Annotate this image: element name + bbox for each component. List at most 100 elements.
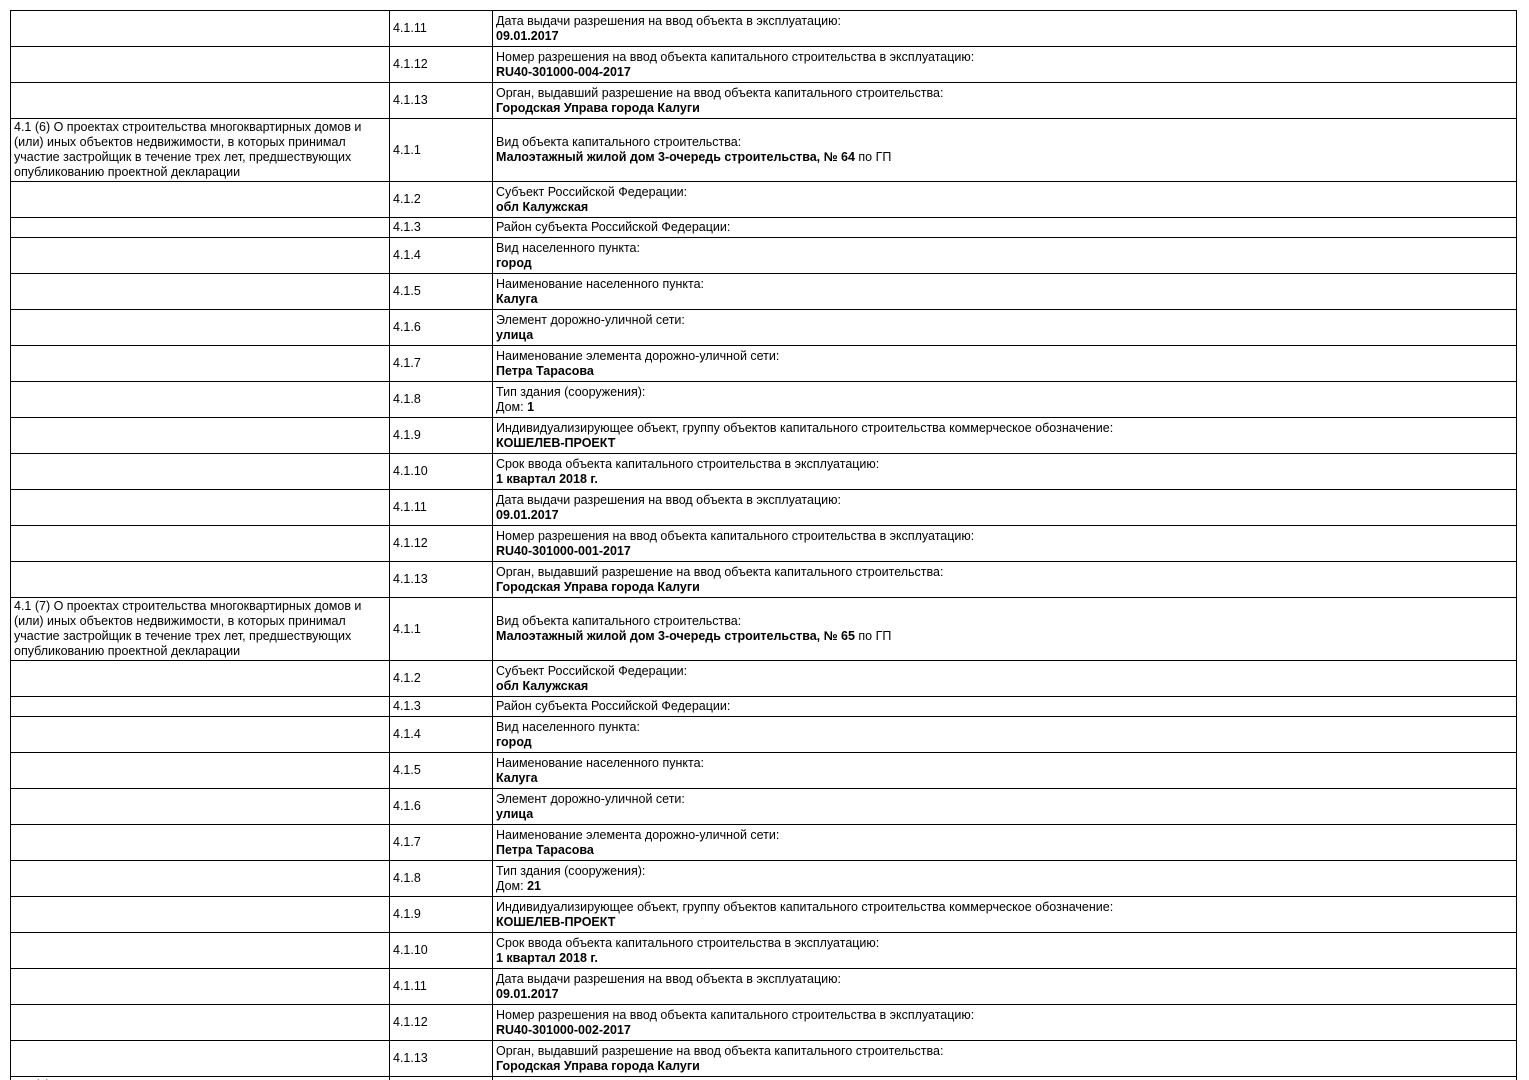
item-content-cell: Орган, выдавший разрешение на ввод объек… [492,1040,1517,1077]
item-label: Номер разрешения на ввод объекта капитал… [496,528,975,543]
item-value-bold: улица [496,327,534,342]
item-value-bold: Малоэтажный жилой дом 3-очередь строител… [496,629,855,643]
item-label: Субъект Российской Федерации: [496,184,688,199]
section-description-cell [10,273,390,310]
item-value: обл Калужская [496,200,1513,215]
item-code-cell: 4.1.7 [389,824,493,861]
item-code: 4.1.9 [393,428,421,442]
item-value-bold: Петра Тарасова [496,363,594,378]
section-description: 4.1 (7) О проектах строительства многокв… [14,599,362,658]
item-value-bold: город [496,734,532,749]
table-row: 4.1 (7) О проектах строительства многокв… [10,597,1517,661]
item-value-bold: КОШЕЛЕВ-ПРОЕКТ [496,914,616,929]
section-description-cell [10,716,390,753]
item-label: Вид населенного пункта: [496,719,640,734]
item-value-bold: RU40-301000-002-2017 [496,1022,631,1037]
item-value-bold: город [496,255,532,270]
item-code: 4.1.13 [393,93,428,107]
item-code: 4.1.3 [393,699,421,713]
item-value: 09.01.2017 [496,29,1513,44]
item-code: 4.1.5 [393,763,421,777]
item-code-cell: 4.1.4 [389,716,493,753]
item-value: КОШЕЛЕВ-ПРОЕКТ [496,436,1513,451]
item-content-cell: Вид объекта капитального строительства: … [492,1076,1517,1080]
item-content-cell: Наименование населенного пункта: Калуга [492,273,1517,310]
item-value-bold: 1 квартал 2018 г. [496,950,598,965]
section-description-cell [10,860,390,897]
section-description-cell [10,82,390,119]
section-description-cell [10,561,390,598]
item-value: 1 квартал 2018 г. [496,951,1513,966]
section-description-cell [10,525,390,562]
item-code-cell: 4.1.12 [389,525,493,562]
item-code-cell: 4.1.2 [389,181,493,218]
item-label: Орган, выдавший разрешение на ввод объек… [496,1043,944,1058]
item-content-cell: Субъект Российской Федерации: обл Калужс… [492,660,1517,697]
table-row: 4.1.5 Наименование населенного пункта: К… [10,752,1517,789]
item-label: Орган, выдавший разрешение на ввод объек… [496,85,944,100]
item-code: 4.1.10 [393,464,428,478]
item-value-bold: Калуга [496,291,538,306]
table-row: 4.1.12 Номер разрешения на ввод объекта … [10,46,1517,83]
item-value: RU40-301000-004-2017 [496,65,1513,80]
item-content-cell: Вид населенного пункта: город [492,237,1517,274]
item-content-cell: Орган, выдавший разрешение на ввод объек… [492,561,1517,598]
table-row: 4.1.6 Элемент дорожно-уличной сети: улиц… [10,309,1517,346]
table-row: 4.1.7 Наименование элемента дорожно-улич… [10,345,1517,382]
item-code: 4.1.3 [393,220,421,234]
item-content-cell: Наименование населенного пункта: Калуга [492,752,1517,789]
item-code-cell: 4.1.8 [389,860,493,897]
item-code-cell: 4.1.10 [389,932,493,969]
item-code-cell: 4.1.3 [389,217,493,238]
section-description-cell [10,381,390,418]
item-label: Наименование населенного пункта: [496,755,705,770]
item-value-bold: Городская Управа города Калуги [496,1058,700,1073]
item-label: Наименование населенного пункта: [496,276,705,291]
item-label: Дата выдачи разрешения на ввод объекта в… [496,971,841,986]
item-code: 4.1.8 [393,392,421,406]
item-content-cell: Субъект Российской Федерации: обл Калужс… [492,181,1517,218]
section-description-cell [10,309,390,346]
item-label: Вид населенного пункта: [496,240,640,255]
item-content-cell: Срок ввода объекта капитального строител… [492,932,1517,969]
item-code-cell: 4.1.12 [389,46,493,83]
item-label: Индивидуализирующее объект, группу объек… [496,420,1114,435]
item-value: RU40-301000-002-2017 [496,1023,1513,1038]
table-row: 4.1 (8) О проектах строительства многокв… [10,1076,1517,1080]
item-label: Номер разрешения на ввод объекта капитал… [496,49,975,64]
item-label: Вид объекта капитального строительства: [496,614,742,628]
item-label: Тип здания (сооружения): [496,863,646,878]
item-code-cell: 4.1.1 [389,597,493,661]
item-code: 4.1.1 [393,621,421,636]
item-value-bold: обл Калужская [496,199,589,214]
item-content-cell: Дата выдачи разрешения на ввод объекта в… [492,968,1517,1005]
item-value: Городская Управа города Калуги [496,1059,1513,1074]
table-row: 4.1.2 Субъект Российской Федерации: обл … [10,181,1517,218]
item-code: 4.1.11 [393,500,427,514]
table-row: 4.1.11 Дата выдачи разрешения на ввод об… [10,968,1517,1005]
item-code-cell: 4.1.5 [389,752,493,789]
item-content-cell: Индивидуализирующее объект, группу объек… [492,417,1517,454]
item-value: город [496,735,1513,750]
section-description-cell [10,181,390,218]
item-code: 4.1.7 [393,835,421,849]
item-label: Вид объекта капитального строительства: [496,135,742,149]
table-row: 4.1.10 Срок ввода объекта капитального с… [10,453,1517,490]
item-code: 4.1.12 [393,536,428,550]
table-row: 4.1.11 Дата выдачи разрешения на ввод об… [10,489,1517,526]
item-code: 4.1.12 [393,57,428,71]
item-code: 4.1.7 [393,356,421,370]
item-value-bold: Петра Тарасова [496,842,594,857]
item-content-cell: Номер разрешения на ввод объекта капитал… [492,525,1517,562]
item-value-bold: Городская Управа города Калуги [496,579,700,594]
item-content-cell: Тип здания (сооружения): Дом: 1 [492,381,1517,418]
item-value: улица [496,807,1513,822]
item-content-cell: Орган, выдавший разрешение на ввод объек… [492,82,1517,119]
item-value: город [496,256,1513,271]
section-description-cell [10,896,390,933]
section-description-cell: 4.1 (7) О проектах строительства многокв… [10,597,390,661]
section-description-cell [10,10,390,47]
item-content-cell: Район субъекта Российской Федерации: [492,696,1517,717]
item-value: 1 квартал 2018 г. [496,472,1513,487]
item-code-cell: 4.1.3 [389,696,493,717]
